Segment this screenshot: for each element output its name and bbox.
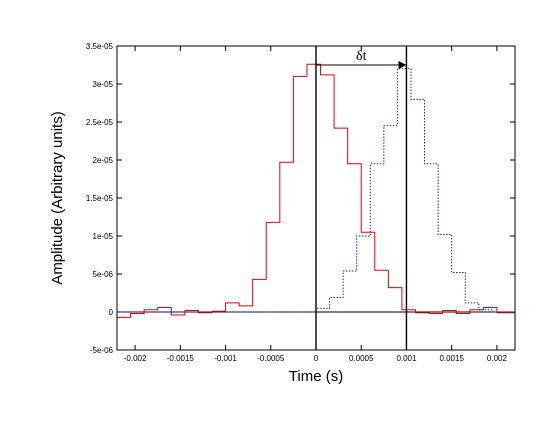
y-tick-label: 2e-05: [93, 156, 114, 165]
y-tick-label: -5e-06: [90, 346, 114, 355]
x-tick-label: -0.0015: [167, 354, 195, 363]
y-tick-label: 0: [109, 308, 114, 317]
y-tick-label: 2.5e-05: [86, 118, 114, 127]
x-tick-label: 0.0015: [439, 354, 464, 363]
y-axis-title: Amplitude (Arbitrary units): [49, 111, 66, 284]
x-tick-label: 0.0005: [349, 354, 374, 363]
series-1: [117, 63, 515, 318]
x-tick-label: 0.001: [396, 354, 417, 363]
axis-ticks: -0.002 -0.0015 -0.001 -0.0005 0 0.0005 0.001 0.…: [86, 42, 515, 363]
y-tick-label: 1.5e-05: [86, 194, 114, 203]
series-layer: [117, 63, 515, 318]
annotation-label: δt: [356, 49, 367, 64]
x-tick-label: -0.002: [124, 354, 147, 363]
x-tick-label: -0.001: [214, 354, 237, 363]
series-2: [117, 68, 515, 313]
y-tick-label: 3.5e-05: [86, 42, 114, 51]
y-tick-label: 3e-05: [93, 80, 114, 89]
x-tick-label: 0.002: [487, 354, 508, 363]
series-1-steps: [117, 63, 515, 318]
series-2-steps: [117, 68, 515, 313]
plot-frame: [116, 45, 516, 351]
x-tick-label: -0.0005: [257, 354, 285, 363]
x-axis-title: Time (s): [289, 368, 343, 385]
x-tick-label: 0: [314, 354, 319, 363]
y-tick-label: 1e-05: [93, 232, 114, 241]
annotation-layer: δt: [315, 46, 408, 350]
y-tick-label: 5e-06: [93, 270, 114, 279]
